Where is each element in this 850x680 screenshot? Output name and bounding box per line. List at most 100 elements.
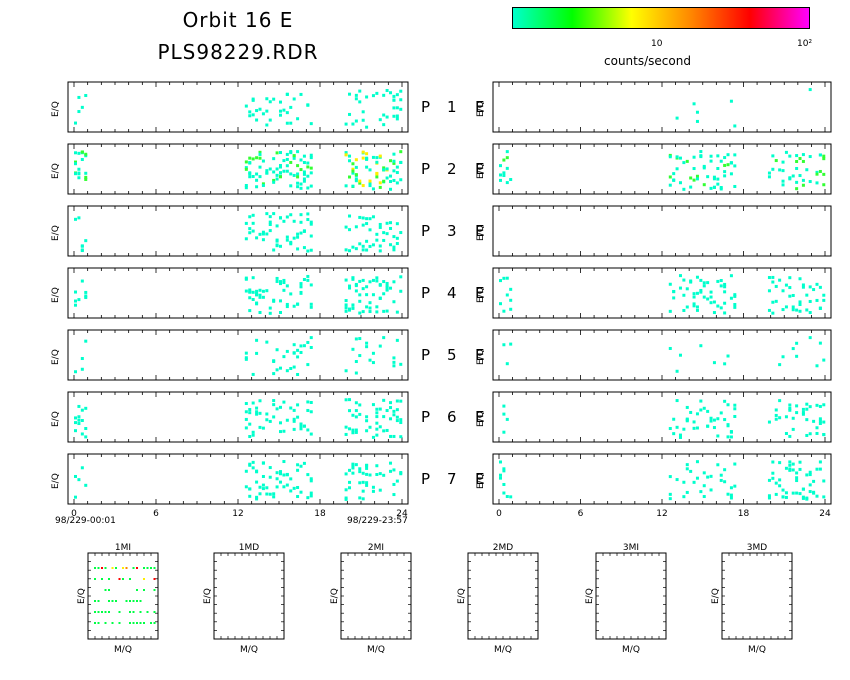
left-data-mark xyxy=(399,160,403,164)
left-data-mark xyxy=(84,175,88,179)
left-data-mark xyxy=(244,237,248,241)
left-data-mark xyxy=(272,359,276,363)
left-data-mark xyxy=(275,244,279,248)
left-data-mark xyxy=(365,248,369,252)
left-data-mark xyxy=(84,339,88,343)
right-data-mark xyxy=(695,308,699,312)
right-data-mark xyxy=(822,358,826,362)
left-data-mark xyxy=(248,231,252,235)
right-data-mark xyxy=(798,492,802,496)
left-data-mark xyxy=(302,246,306,250)
left-data-mark xyxy=(395,479,399,483)
left-data-mark xyxy=(275,279,279,283)
right-data-mark xyxy=(767,496,771,500)
left-data-mark xyxy=(348,409,352,413)
left-data-mark xyxy=(395,93,399,97)
left-data-mark xyxy=(296,302,300,306)
left-data-mark xyxy=(248,494,252,498)
left-data-mark xyxy=(289,292,293,296)
right-data-mark xyxy=(723,285,727,289)
panel-label-e: E xyxy=(475,160,485,178)
right-data-mark xyxy=(719,284,723,288)
right-data-mark xyxy=(781,488,785,492)
left-data-mark xyxy=(292,427,296,431)
panel-label-number: 5 xyxy=(447,346,457,364)
left-data-mark xyxy=(84,435,88,439)
left-data-mark xyxy=(268,306,272,310)
right-data-mark xyxy=(815,426,819,430)
left-data-mark xyxy=(251,98,255,102)
right-data-mark xyxy=(726,423,730,427)
left-data-mark xyxy=(285,305,289,309)
left-x-tick-label: 24 xyxy=(396,509,408,519)
left-data-mark xyxy=(368,473,372,477)
left-data-mark xyxy=(358,496,362,500)
right-data-mark xyxy=(682,480,686,484)
right-data-mark xyxy=(675,116,679,120)
left-data-mark xyxy=(299,158,303,162)
right-data-mark xyxy=(502,467,506,471)
right-data-mark xyxy=(808,311,812,315)
right-data-mark xyxy=(808,155,812,159)
left-data-mark xyxy=(365,341,369,345)
left-panel-frame-2 xyxy=(67,143,409,195)
right-data-mark xyxy=(795,411,799,415)
left-data-mark xyxy=(375,175,379,179)
right-data-mark xyxy=(771,476,775,480)
left-data-mark xyxy=(395,310,399,314)
left-data-mark xyxy=(279,100,282,104)
right-data-mark xyxy=(723,163,727,167)
mass-data-mark xyxy=(108,578,110,580)
panel-label-number: 7 xyxy=(447,470,457,488)
left-data-mark xyxy=(292,154,296,158)
left-data-mark xyxy=(378,118,382,122)
right-data-mark xyxy=(784,150,788,154)
right-data-mark xyxy=(733,407,737,411)
right-data-mark xyxy=(726,435,730,439)
right-data-mark xyxy=(818,169,822,173)
left-data-mark xyxy=(261,230,265,234)
right-data-mark xyxy=(672,432,676,436)
left-data-mark xyxy=(258,425,262,429)
right-data-mark xyxy=(784,283,788,287)
right-data-mark xyxy=(791,308,795,312)
right-data-mark xyxy=(668,427,672,431)
left-data-mark xyxy=(261,483,265,487)
left-data-mark xyxy=(306,165,310,169)
left-data-mark xyxy=(368,179,372,183)
mass-panel-frame-1md xyxy=(213,552,285,640)
right-data-mark xyxy=(791,305,795,309)
right-data-mark xyxy=(781,289,785,293)
left-data-mark xyxy=(309,432,313,436)
mass-data-mark xyxy=(129,578,131,580)
left-data-mark xyxy=(268,220,272,224)
mass-panel-title: 3MI xyxy=(623,543,639,553)
left-data-mark xyxy=(392,409,396,413)
right-data-mark xyxy=(709,154,713,158)
left-data-mark xyxy=(299,213,303,217)
left-panel-ylabel: E/Q xyxy=(51,349,61,365)
right-data-mark xyxy=(795,491,799,495)
left-data-mark xyxy=(309,222,313,226)
left-data-mark xyxy=(382,429,386,433)
left-data-mark xyxy=(251,433,255,437)
right-data-mark xyxy=(699,290,703,294)
left-data-mark xyxy=(261,295,265,299)
mass-data-mark xyxy=(139,600,142,602)
left-data-mark xyxy=(361,310,365,314)
right-data-mark xyxy=(774,481,778,485)
right-panel-ylabel: E/Q xyxy=(476,287,486,303)
right-data-mark xyxy=(798,157,802,161)
left-data-mark xyxy=(272,248,276,252)
left-data-mark xyxy=(292,156,296,160)
left-data-mark xyxy=(289,213,293,217)
right-data-mark xyxy=(702,406,706,410)
mass-panel-xlabel: M/Q xyxy=(240,645,258,655)
left-data-mark xyxy=(395,114,399,118)
right-data-mark xyxy=(795,476,799,480)
left-data-mark xyxy=(248,227,252,231)
right-data-mark xyxy=(502,173,506,177)
left-data-mark xyxy=(309,410,313,414)
left-data-mark xyxy=(248,408,252,412)
left-data-mark xyxy=(395,106,399,110)
